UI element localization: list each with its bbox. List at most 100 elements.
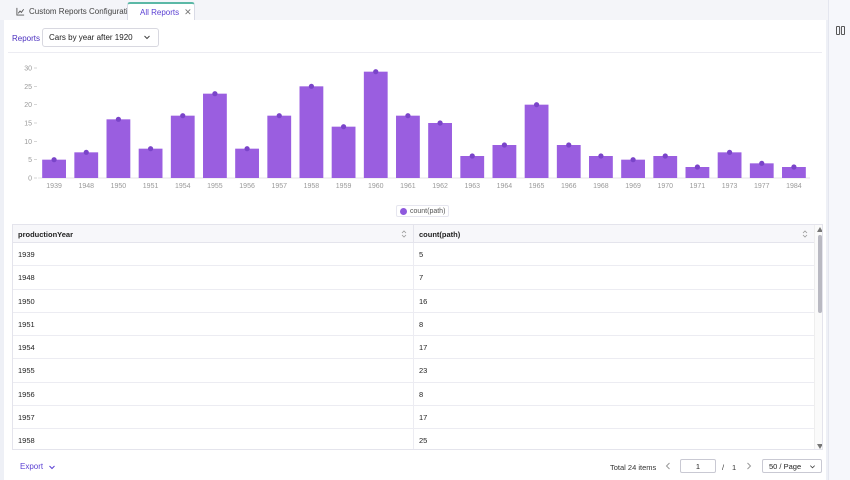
chart-legend[interactable]: count(path) [396, 205, 450, 217]
page-input[interactable]: 1 [680, 459, 716, 473]
chart-bar[interactable] [782, 167, 806, 178]
table-cell: 5 [419, 250, 424, 259]
report-select[interactable]: Cars by year after 1920 [42, 28, 159, 47]
chart-bar[interactable] [363, 71, 388, 178]
x-tick-label: 1950 [111, 183, 127, 190]
chart-point[interactable] [340, 124, 347, 130]
chart-point[interactable] [212, 91, 218, 97]
chart-bar[interactable] [106, 119, 131, 178]
chart-point[interactable] [180, 113, 186, 119]
chart-bar[interactable] [653, 156, 678, 178]
sort-icon[interactable] [401, 229, 407, 239]
export-button[interactable]: Export [20, 462, 56, 471]
table-scrollbar[interactable] [814, 225, 823, 449]
table-row[interactable]: 1950 16 [13, 289, 814, 313]
chevron-down-icon [49, 465, 55, 469]
table-row[interactable]: 1954 17 [13, 336, 814, 360]
chart-bar[interactable] [589, 156, 613, 178]
chart-bar[interactable] [428, 123, 452, 178]
chart-point[interactable] [147, 146, 154, 152]
x-tick-label: 1963 [464, 183, 480, 190]
scroll-down-icon[interactable] [817, 444, 823, 449]
chart-point[interactable] [791, 164, 797, 170]
chart-point[interactable] [437, 120, 443, 126]
chart-point[interactable] [51, 157, 57, 163]
right-rail [828, 0, 850, 480]
tab-custom-reports-configuration[interactable]: Custom Reports Configuration [8, 2, 145, 20]
page-count: 1 [732, 463, 737, 472]
sort-icon[interactable] [802, 229, 808, 239]
table-row[interactable]: 1948 7 [13, 266, 814, 290]
chart-point[interactable] [759, 160, 765, 166]
chart-point[interactable] [598, 153, 604, 159]
chart-bar[interactable] [203, 93, 227, 178]
legend-label: count(path) [410, 207, 446, 215]
chart-point[interactable] [533, 102, 540, 108]
x-tick-label: 1951 [143, 183, 159, 190]
column-header-productionyear[interactable]: productionYear [13, 225, 414, 243]
chart-bar[interactable] [492, 145, 517, 178]
chart-point[interactable] [83, 149, 89, 155]
y-tick-label: 25 [24, 84, 32, 91]
chart-point[interactable] [405, 113, 411, 119]
table-row[interactable]: 1951 8 [13, 312, 814, 337]
chart-bar[interactable] [138, 148, 163, 178]
chart-point[interactable] [276, 113, 282, 119]
chart-point[interactable] [469, 153, 475, 159]
chart-point[interactable] [630, 157, 636, 163]
data-table: productionYear count(path) 1939 5 1948 7 1… [12, 224, 823, 450]
chevron-left-icon[interactable] [664, 461, 672, 471]
chart-bar[interactable] [74, 152, 99, 178]
chart-bar[interactable] [460, 156, 485, 178]
close-icon[interactable]: ✕ [184, 6, 192, 17]
chart-point[interactable] [501, 142, 508, 148]
panel-toggle-icon[interactable] [836, 26, 845, 35]
scrollbar-thumb[interactable] [818, 235, 822, 313]
table-row[interactable]: 1957 17 [13, 406, 814, 430]
table-row[interactable]: 1956 8 [13, 382, 814, 407]
chart-bar[interactable] [556, 145, 581, 178]
chart-bar[interactable] [524, 104, 549, 178]
chart-bar[interactable] [235, 148, 259, 178]
chart-point[interactable] [115, 116, 122, 122]
table-cell: 17 [419, 343, 428, 353]
chart-point[interactable] [694, 164, 701, 170]
x-tick-label: 1939 [46, 183, 62, 190]
reports-label: Reports [12, 34, 41, 43]
chart-bar[interactable] [749, 163, 774, 178]
x-tick-label: 1960 [368, 183, 384, 190]
legend-swatch [400, 207, 407, 215]
chart-bar[interactable] [267, 115, 292, 178]
bar-chart: 0 5 10 15 20 25 30 1939 1948 1950 1951 1954 1955 1956… [24, 66, 810, 190]
chart-bar[interactable] [331, 126, 356, 178]
chart-bar[interactable] [170, 115, 195, 178]
chart-bar[interactable] [299, 86, 324, 178]
tab-all-reports[interactable]: All Reports ✕ [127, 2, 195, 20]
chart-bar[interactable] [685, 167, 710, 178]
export-label: Export [20, 462, 44, 471]
chart-point[interactable] [308, 83, 315, 89]
chart-bar[interactable] [621, 159, 645, 178]
chart-point[interactable] [373, 69, 379, 75]
table-cell: 1951 [13, 312, 414, 336]
chart-point[interactable] [566, 142, 572, 148]
table-cell: 25 [419, 436, 428, 446]
chevron-right-icon[interactable] [745, 461, 753, 471]
chart-point[interactable] [244, 146, 250, 152]
table-footer: Export Total 24 items 1 / 1 50 / Page [4, 456, 826, 478]
column-header-count-path[interactable]: count(path) [414, 225, 814, 243]
chart-point[interactable] [662, 153, 668, 159]
chart-point[interactable] [726, 149, 733, 155]
page-separator: / [722, 463, 725, 472]
table-row[interactable]: 1955 23 [13, 359, 814, 383]
table-cell: 1948 [13, 266, 414, 290]
scroll-up-icon[interactable] [817, 227, 823, 232]
x-tick-label: 1969 [625, 183, 641, 190]
chart-bar[interactable] [42, 159, 66, 178]
chart-bar[interactable] [396, 115, 420, 178]
table-row[interactable]: 1939 5 [13, 243, 814, 267]
page-size-select[interactable]: 50 / Page [762, 459, 822, 473]
chart-bar[interactable] [717, 152, 742, 178]
table-row[interactable]: 1958 25 [13, 429, 814, 449]
x-tick-label: 1984 [786, 183, 802, 190]
